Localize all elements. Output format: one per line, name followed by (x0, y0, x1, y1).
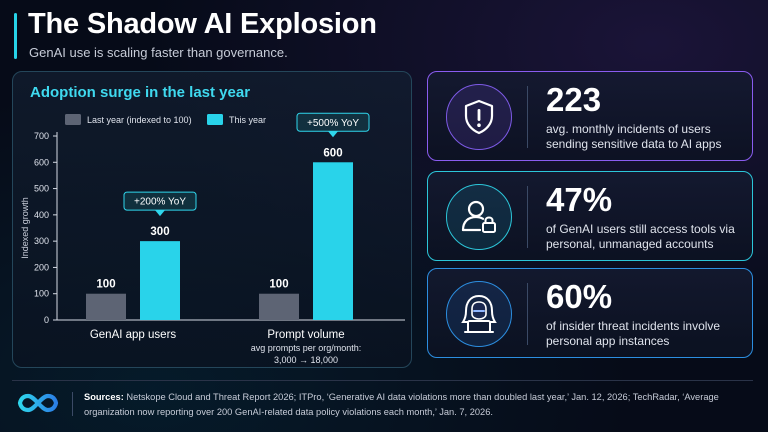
page-title: The Shadow AI Explosion (28, 8, 377, 40)
x-category-note: avg prompts per org/month: (251, 343, 362, 353)
yoy-callout-label: +200% YoY (134, 197, 186, 208)
y-tick-label: 100 (34, 289, 49, 299)
stat-value: 60% (546, 278, 613, 315)
page-subtitle: GenAI use is scaling faster than governa… (29, 45, 288, 60)
stat-value: 223 (546, 81, 602, 118)
x-category-label: Prompt volume (267, 329, 344, 341)
shield-alert-icon (446, 84, 512, 150)
bar-last-year (259, 293, 299, 320)
stat-card-insider-threat: 60% of insider threat incidents involve … (427, 268, 753, 358)
yoy-callout-pointer (155, 210, 165, 217)
adoption-bar-chart: 0 100 200 300 400 500 600 700 Indexed growth Last… (20, 112, 405, 365)
yoy-callout-pointer (328, 131, 338, 138)
x-category-note: 3,000 → 18,000 (274, 355, 338, 365)
legend-label: Last year (indexed to 100) (87, 115, 192, 125)
stat-value: 47% (546, 181, 613, 218)
chart-title: Adoption surge in the last year (30, 84, 251, 101)
sources-label: Sources: (84, 392, 124, 402)
y-tick-label: 500 (34, 184, 49, 194)
stat-card-incidents: 223 avg. monthly incidents of users send… (427, 71, 753, 161)
infinity-logo-icon (16, 391, 60, 420)
chart-panel: Adoption surge in the last year 0 100 200 3… (12, 71, 412, 368)
bar-this-year (313, 162, 353, 320)
y-tick-label: 0 (44, 315, 49, 325)
stat-card-personal-accounts: 47% of GenAI users still access tools vi… (427, 171, 753, 261)
y-tick-label: 300 (34, 236, 49, 246)
user-lock-icon (446, 184, 512, 250)
y-tick-label: 200 (34, 262, 49, 272)
hooded-hacker-icon (446, 281, 512, 347)
sources-body: Netskope Cloud and Threat Report 2026; I… (84, 392, 719, 417)
bar-value-label: 300 (150, 226, 169, 238)
sources-text: Sources: Netskope Cloud and Threat Repor… (84, 390, 754, 420)
card-divider (527, 86, 528, 148)
legend-swatch (207, 114, 223, 125)
y-axis-label: Indexed growth (20, 197, 30, 259)
bar-value-label: 100 (96, 279, 115, 291)
legend-label: This year (229, 115, 266, 125)
stat-description: of GenAI users still access tools via pe… (546, 222, 735, 251)
bar-last-year (86, 293, 126, 320)
card-divider (527, 186, 528, 248)
footer-separator (72, 392, 73, 416)
y-tick-label: 400 (34, 210, 49, 220)
x-category-label: GenAI app users (90, 329, 177, 341)
stat-description: avg. monthly incidents of users sending … (546, 122, 722, 151)
stat-description: of insider threat incidents involve pers… (546, 319, 721, 348)
bar-value-label: 600 (323, 147, 342, 159)
yoy-callout-label: +500% YoY (307, 118, 359, 129)
bar-value-label: 100 (269, 279, 288, 291)
y-tick-label: 700 (34, 131, 49, 141)
bar-this-year (140, 241, 180, 320)
y-tick-label: 600 (34, 157, 49, 167)
yoy-callout-box (296, 112, 370, 132)
card-divider (527, 283, 528, 345)
footer-divider (12, 380, 753, 381)
title-accent-bar (14, 13, 17, 59)
legend-swatch (65, 114, 81, 125)
